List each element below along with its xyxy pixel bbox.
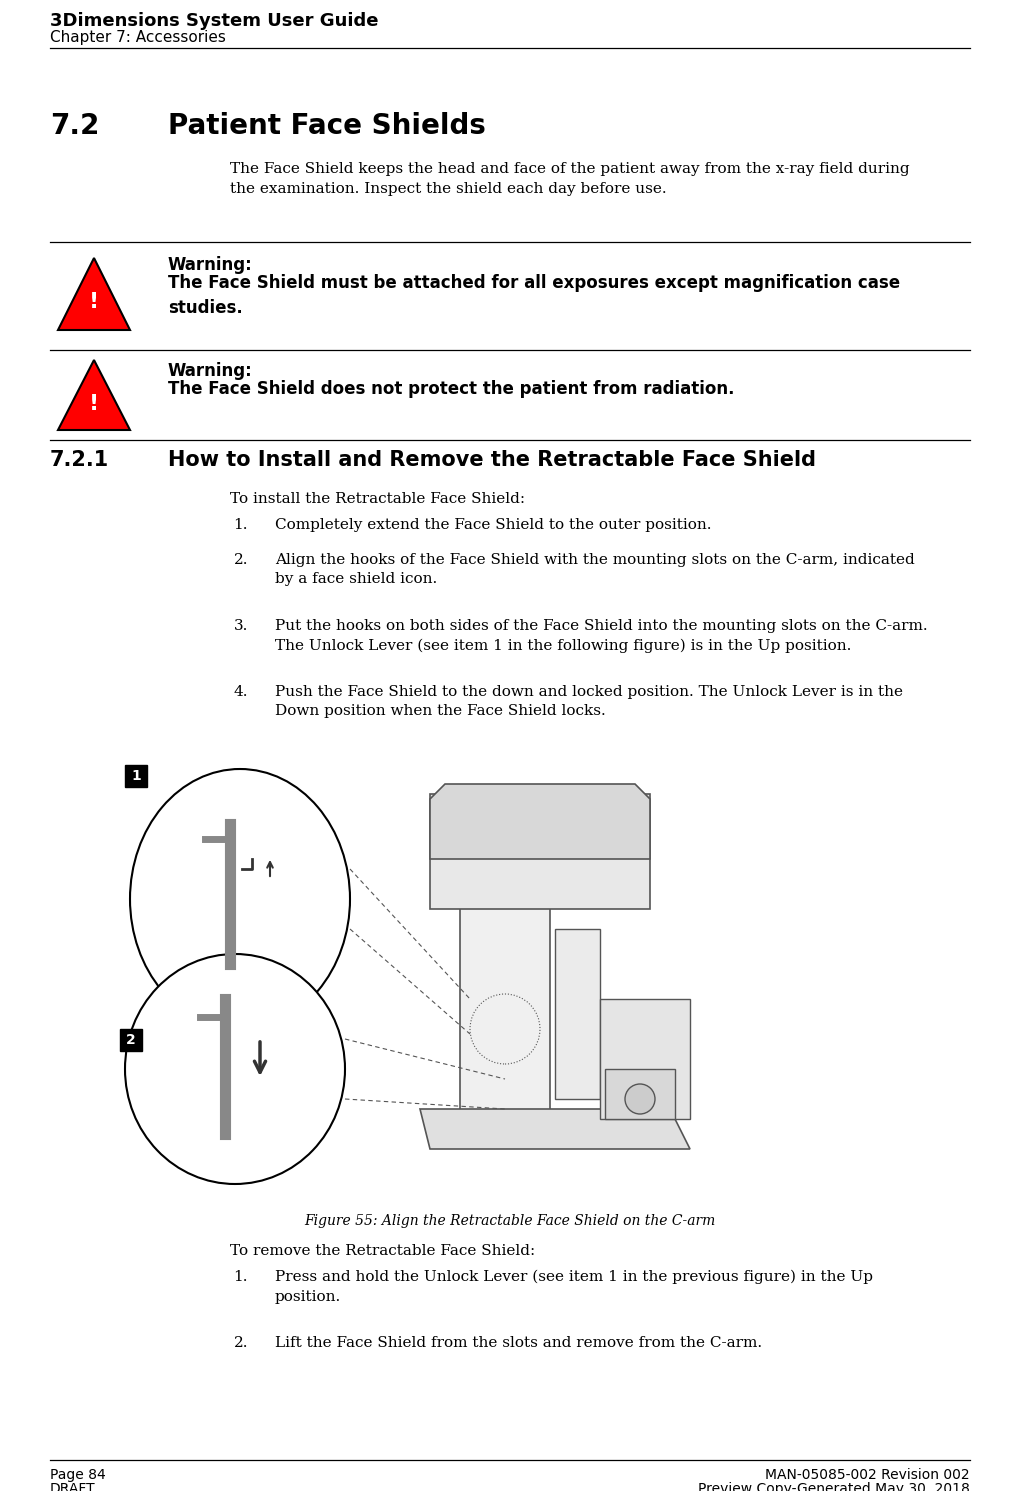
Text: Completely extend the Face Shield to the outer position.: Completely extend the Face Shield to the… [275,517,711,532]
Text: 1.: 1. [233,517,248,532]
Text: Warning:: Warning: [168,256,253,274]
Text: Warning:: Warning: [168,362,253,380]
Text: 2: 2 [126,1033,136,1047]
Text: 7.2: 7.2 [50,112,100,140]
Text: How to Install and Remove the Retractable Face Shield: How to Install and Remove the Retractabl… [168,450,816,470]
Text: Lift the Face Shield from the slots and remove from the C-arm.: Lift the Face Shield from the slots and … [275,1336,762,1349]
Polygon shape [430,784,650,859]
Text: The Face Shield must be attached for all exposures except magnification case
stu: The Face Shield must be attached for all… [168,274,900,318]
Text: 7.2.1: 7.2.1 [50,450,109,470]
Text: The Face Shield keeps the head and face of the patient away from the x-ray field: The Face Shield keeps the head and face … [230,163,910,195]
Text: Page 84: Page 84 [50,1469,106,1482]
Text: 2.: 2. [233,553,248,567]
Circle shape [625,1084,655,1114]
Polygon shape [58,258,130,330]
Text: Put the hooks on both sides of the Face Shield into the mounting slots on the C-: Put the hooks on both sides of the Face … [275,619,927,653]
Polygon shape [600,999,690,1120]
Text: Figure 55: Align the Retractable Face Shield on the C-arm: Figure 55: Align the Retractable Face Sh… [305,1214,715,1229]
FancyBboxPatch shape [125,765,147,787]
Text: Push the Face Shield to the down and locked position. The Unlock Lever is in the: Push the Face Shield to the down and loc… [275,684,903,719]
Text: DRAFT: DRAFT [50,1482,96,1491]
Text: 1: 1 [131,769,141,783]
Text: To remove the Retractable Face Shield:: To remove the Retractable Face Shield: [230,1243,535,1258]
Polygon shape [420,1109,690,1150]
Text: Align the hooks of the Face Shield with the mounting slots on the C-arm, indicat: Align the hooks of the Face Shield with … [275,553,915,586]
Text: 3.: 3. [233,619,248,634]
Text: Patient Face Shields: Patient Face Shields [168,112,486,140]
Text: 1.: 1. [233,1270,248,1284]
Polygon shape [555,929,600,1099]
Text: The Face Shield does not protect the patient from radiation.: The Face Shield does not protect the pat… [168,380,735,398]
Text: Press and hold the Unlock Lever (see item 1 in the previous figure) in the Up
po: Press and hold the Unlock Lever (see ite… [275,1270,873,1305]
Text: Preview Copy-Generated May 30, 2018: Preview Copy-Generated May 30, 2018 [698,1482,970,1491]
Polygon shape [58,359,130,429]
Polygon shape [460,799,550,1120]
Ellipse shape [125,954,345,1184]
Text: 2.: 2. [233,1336,248,1349]
Text: To install the Retractable Face Shield:: To install the Retractable Face Shield: [230,492,525,505]
Text: !: ! [89,292,99,312]
Ellipse shape [130,769,350,1029]
FancyBboxPatch shape [120,1029,142,1051]
Text: 4.: 4. [233,684,248,699]
Text: MAN-05085-002 Revision 002: MAN-05085-002 Revision 002 [765,1469,970,1482]
Text: !: ! [89,394,99,414]
Text: 3Dimensions System User Guide: 3Dimensions System User Guide [50,12,378,30]
Polygon shape [605,1069,675,1120]
Text: Chapter 7: Accessories: Chapter 7: Accessories [50,30,226,45]
Polygon shape [430,795,650,910]
